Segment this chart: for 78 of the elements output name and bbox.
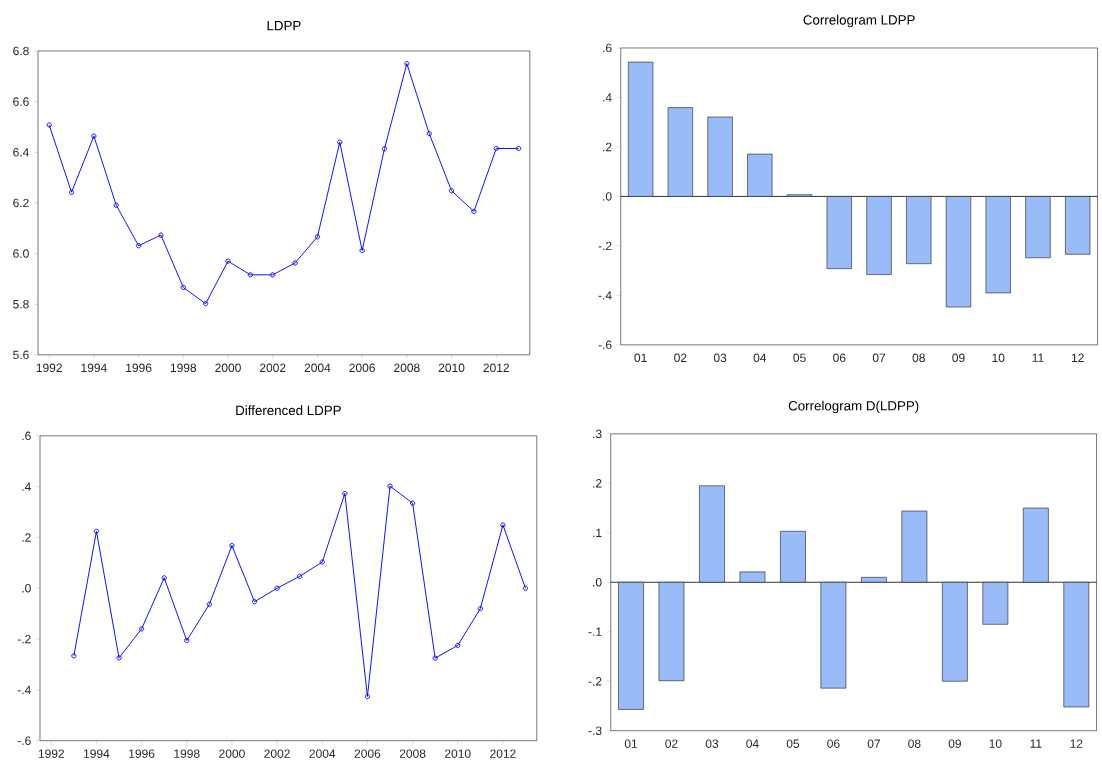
y-tick-label: .6 <box>22 431 31 441</box>
x-tick-label: 01 <box>634 353 647 363</box>
x-tick-label: 2000 <box>219 749 245 759</box>
x-tick-label: 10 <box>992 353 1005 363</box>
x-tick-label: 2006 <box>349 363 375 373</box>
x-tick-label: 03 <box>705 739 719 749</box>
x-tick-label: 1994 <box>84 749 110 759</box>
x-tick-label: 05 <box>786 739 800 749</box>
x-tick-label: 11 <box>1032 353 1044 362</box>
x-tick-label: 2004 <box>304 363 331 373</box>
x-tick-label: 2000 <box>215 363 241 373</box>
y-tick-label: 5.8 <box>13 300 29 309</box>
y-tick-label: -.6 <box>598 340 612 350</box>
x-tick-label: 09 <box>952 353 965 363</box>
x-tick-label: 03 <box>713 353 727 363</box>
y-tick-label: 6.0 <box>13 249 29 258</box>
y-tick-label: .0 <box>22 584 31 593</box>
y-tick-label: 6.8 <box>13 46 29 56</box>
y-tick-label: .3 <box>593 429 602 439</box>
y-tick-label: -.4 <box>17 685 31 695</box>
x-tick-label: 08 <box>912 353 925 363</box>
y-tick-label: -.2 <box>598 241 612 251</box>
x-tick-label: 2012 <box>483 363 509 373</box>
y-tick-label: .1 <box>593 528 602 538</box>
x-tick-label: 1998 <box>174 749 200 759</box>
x-tick-label: 2012 <box>490 749 516 759</box>
x-tick-label: 12 <box>1071 353 1084 363</box>
y-tick-label: .2 <box>22 533 31 542</box>
x-tick-label: 05 <box>793 353 806 363</box>
x-tick-label: 1992 <box>36 363 62 373</box>
x-tick-label: 04 <box>746 739 759 749</box>
y-tick-label: .4 <box>603 93 612 102</box>
y-tick-label: .2 <box>603 142 612 152</box>
y-tick-label: -.6 <box>17 736 31 746</box>
x-tick-label: 06 <box>827 739 840 749</box>
x-tick-label: 2008 <box>399 749 426 759</box>
x-tick-label: 08 <box>908 739 921 749</box>
y-tick-label: 5.6 <box>13 350 29 360</box>
y-tick-label: 6.4 <box>13 148 29 157</box>
x-tick-label: 07 <box>867 739 880 749</box>
x-tick-label: 12 <box>1070 739 1083 748</box>
x-tick-label: 09 <box>948 739 961 749</box>
y-tick-label: -.2 <box>588 677 602 686</box>
x-tick-label: 1996 <box>126 363 152 373</box>
x-tick-label: 01 <box>624 739 638 749</box>
x-tick-label: 2008 <box>394 363 420 373</box>
y-tick-label: .0 <box>593 578 602 587</box>
x-tick-label: 10 <box>989 739 1002 749</box>
y-tick-label: -.1 <box>588 627 602 637</box>
x-tick-label: 02 <box>665 739 678 749</box>
y-tick-label: .2 <box>593 479 602 488</box>
x-tick-label: 04 <box>753 353 767 363</box>
x-tick-label: 11 <box>1030 739 1042 748</box>
x-tick-label: 06 <box>833 353 846 363</box>
x-tick-label: 1998 <box>170 363 197 373</box>
x-tick-label: 2002 <box>264 749 290 759</box>
x-tick-label: 2010 <box>445 749 471 759</box>
x-tick-label: 2004 <box>309 749 336 759</box>
x-tick-label: 07 <box>872 353 886 363</box>
y-tick-label: 6.6 <box>13 97 29 107</box>
chart-title: Correlogram LDPP <box>803 15 915 28</box>
y-tick-label: -.4 <box>598 291 612 300</box>
x-tick-label: 1996 <box>129 749 155 759</box>
x-tick-label: 2010 <box>438 363 465 373</box>
x-tick-label: 1994 <box>81 363 107 373</box>
y-tick-label: -.2 <box>17 635 31 644</box>
x-tick-label: 02 <box>674 353 687 363</box>
x-tick-label: 2002 <box>259 363 286 373</box>
x-tick-label: 1992 <box>38 749 65 759</box>
chart-title: Correlogram D(LDPP) <box>788 400 919 414</box>
y-tick-label: .6 <box>603 43 612 53</box>
chart-title: Differenced LDPP <box>236 405 341 416</box>
chart-title: LDPP <box>267 21 301 31</box>
y-tick-label: .0 <box>603 192 612 201</box>
x-tick-label: 2006 <box>354 749 381 759</box>
y-tick-label: .4 <box>22 482 31 491</box>
y-tick-label: 6.2 <box>13 198 29 208</box>
y-tick-label: -.3 <box>588 726 602 736</box>
